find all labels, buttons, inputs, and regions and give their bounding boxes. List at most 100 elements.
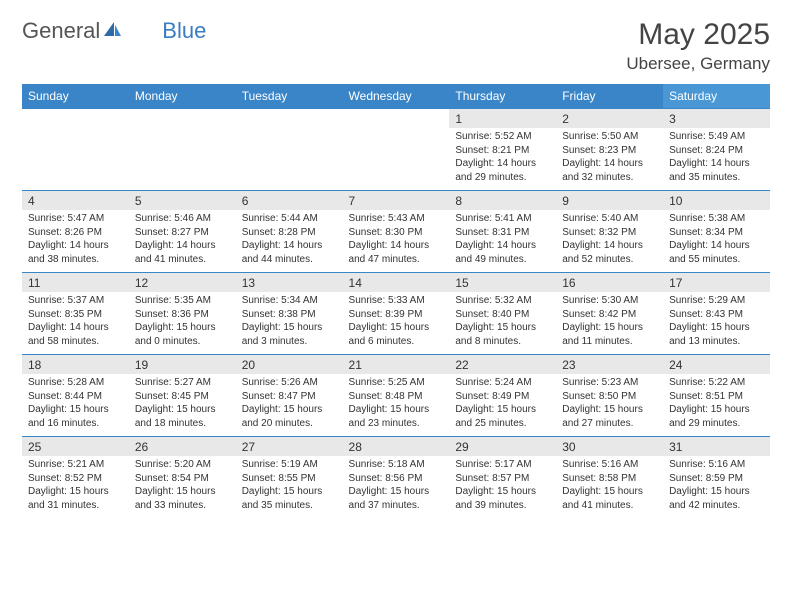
day-number: 1: [449, 109, 556, 129]
sunset-text: Sunset: 8:52 PM: [28, 473, 102, 484]
dow-wednesday: Wednesday: [343, 84, 450, 109]
day-number: 15: [449, 273, 556, 293]
week-number-row: 123: [22, 109, 770, 129]
day-cell: Sunrise: 5:34 AMSunset: 8:38 PMDaylight:…: [236, 292, 343, 355]
daylight-text: Daylight: 15 hours and 35 minutes.: [242, 486, 323, 511]
sunrise-text: Sunrise: 5:16 AM: [669, 459, 745, 470]
week-data-row: Sunrise: 5:21 AM Sunset: 8:52 PM Daylight:…: [22, 456, 770, 518]
sunrise-text: Sunrise: 5:19 AM: [242, 459, 318, 470]
day-cell: Sunrise: 5:43 AMSunset: 8:30 PMDaylight:…: [343, 210, 450, 273]
title-block: May 2025 Ubersee, Germany: [626, 18, 770, 74]
day-cell-empty: [22, 128, 129, 191]
week-data-row: Sunrise: 5:28 AMSunset: 8:44 PMDaylight:…: [22, 374, 770, 437]
sunset-text: Sunset: 8:50 PM: [562, 391, 636, 402]
day-number: 16: [556, 273, 663, 293]
day-cell: Sunrise: 5:26 AMSunset: 8:47 PMDaylight:…: [236, 374, 343, 437]
daylight-text: Daylight: 14 hours and 52 minutes.: [562, 240, 643, 265]
day-cell: Sunrise: 5:18 AMSunset: 8:56 PMDaylight:…: [343, 456, 450, 518]
daylight-text: Daylight: 15 hours and 33 minutes.: [135, 486, 216, 511]
day-cell: Sunrise: 5:28 AMSunset: 8:44 PMDaylight:…: [22, 374, 129, 437]
day-number: 30: [556, 437, 663, 457]
sunset-text: Sunset: 8:57 PM: [455, 473, 529, 484]
day-cell: Sunrise: 5:30 AMSunset: 8:42 PMDaylight:…: [556, 292, 663, 355]
sunrise-text: Sunrise: 5:37 AM: [28, 295, 104, 306]
daylight-text: Daylight: 15 hours and 23 minutes.: [349, 404, 430, 429]
sunset-text: Sunset: 8:26 PM: [28, 227, 102, 238]
sunrise-text: Sunrise: 5:49 AM: [669, 131, 745, 142]
sunrise-text: Sunrise: 5:44 AM: [242, 213, 318, 224]
sunrise-text: Sunrise: 5:52 AM: [455, 131, 531, 142]
day-cell: Sunrise: 5:23 AMSunset: 8:50 PMDaylight:…: [556, 374, 663, 437]
week-data-row: Sunrise: 5:47 AM Sunset: 8:26 PM Daylight:…: [22, 210, 770, 273]
day-cell: Sunrise: 5:19 AM Sunset: 8:55 PM Daylight:…: [236, 456, 343, 518]
sunset-text: Sunset: 8:40 PM: [455, 309, 529, 320]
sunset-text: Sunset: 8:54 PM: [135, 473, 209, 484]
daylight-text: Daylight: 14 hours and 29 minutes.: [455, 158, 536, 183]
day-number: 19: [129, 355, 236, 375]
daylight-text: Daylight: 14 hours and 47 minutes.: [349, 240, 430, 265]
day-number: 18: [22, 355, 129, 375]
sunset-text: Sunset: 8:42 PM: [562, 309, 636, 320]
sunset-text: Sunset: 8:49 PM: [455, 391, 529, 402]
daylight-text: Daylight: 14 hours and 55 minutes.: [669, 240, 750, 265]
day-cell: Sunrise: 5:50 AMSunset: 8:23 PMDaylight:…: [556, 128, 663, 191]
day-cell: Sunrise: 5:41 AMSunset: 8:31 PMDaylight:…: [449, 210, 556, 273]
daylight-text: Daylight: 14 hours and 58 minutes.: [28, 322, 109, 347]
day-cell-empty: [343, 128, 450, 191]
sunrise-text: Sunrise: 5:18 AM: [349, 459, 425, 470]
calendar-body: 123Sunrise: 5:52 AMSunset: 8:21 PMDaylig…: [22, 109, 770, 519]
daylight-text: Daylight: 15 hours and 16 minutes.: [28, 404, 109, 429]
sunset-text: Sunset: 8:31 PM: [455, 227, 529, 238]
sail-icon: [102, 18, 122, 44]
daylight-text: Daylight: 15 hours and 18 minutes.: [135, 404, 216, 429]
sunrise-text: Sunrise: 5:43 AM: [349, 213, 425, 224]
dow-sunday: Sunday: [22, 84, 129, 109]
sunrise-text: Sunrise: 5:38 AM: [669, 213, 745, 224]
day-cell: Sunrise: 5:16 AMSunset: 8:58 PMDaylight:…: [556, 456, 663, 518]
sunset-text: Sunset: 8:59 PM: [669, 473, 743, 484]
sunrise-text: Sunrise: 5:34 AM: [242, 295, 318, 306]
day-cell: Sunrise: 5:29 AMSunset: 8:43 PMDaylight:…: [663, 292, 770, 355]
day-cell: Sunrise: 5:21 AMSunset: 8:52 PMDaylight:…: [22, 456, 129, 518]
day-number: 9: [556, 191, 663, 211]
day-number: 11: [22, 273, 129, 293]
day-cell: Sunrise: 5:52 AMSunset: 8:21 PMDaylight:…: [449, 128, 556, 191]
sunrise-text: Sunrise: 5:17 AM: [455, 459, 531, 470]
day-number: 22: [449, 355, 556, 375]
sunset-text: Sunset: 8:35 PM: [28, 309, 102, 320]
daylight-text: Daylight: 15 hours and 29 minutes.: [669, 404, 750, 429]
sunrise-text: Sunrise: 5:29 AM: [669, 295, 745, 306]
daylight-text: Daylight: 14 hours and 35 minutes.: [669, 158, 750, 183]
sunrise-text: Sunrise: 5:21 AM: [28, 459, 104, 470]
week-data-row: Sunrise: 5:37 AM Sunset: 8:35 PM Daylight:…: [22, 292, 770, 355]
sunset-text: Sunset: 8:23 PM: [562, 145, 636, 156]
day-cell: Sunrise: 5:24 AMSunset: 8:49 PMDaylight:…: [449, 374, 556, 437]
sunset-text: Sunset: 8:34 PM: [669, 227, 743, 238]
day-number: 2: [556, 109, 663, 129]
daylight-text: Daylight: 15 hours and 0 minutes.: [135, 322, 216, 347]
day-cell: Sunrise: 5:22 AMSunset: 8:51 PMDaylight:…: [663, 374, 770, 437]
brand-part1: General: [22, 18, 100, 44]
sunset-text: Sunset: 8:55 PM: [242, 473, 316, 484]
sunset-text: Sunset: 8:39 PM: [349, 309, 423, 320]
day-number-empty: [22, 109, 129, 129]
day-number: 13: [236, 273, 343, 293]
day-cell: Sunrise: 5:47 AMSunset: 8:26 PMDaylight:…: [22, 210, 129, 273]
day-cell: Sunrise: 5:35 AMSunset: 8:36 PMDaylight:…: [129, 292, 236, 355]
sunrise-text: Sunrise: 5:47 AM: [28, 213, 104, 224]
day-number: 20: [236, 355, 343, 375]
day-cell: Sunrise: 5:20 AMSunset: 8:54 PMDaylight:…: [129, 456, 236, 518]
sunset-text: Sunset: 8:32 PM: [562, 227, 636, 238]
day-number: 21: [343, 355, 450, 375]
sunrise-text: Sunrise: 5:30 AM: [562, 295, 638, 306]
day-number: 12: [129, 273, 236, 293]
sunrise-text: Sunrise: 5:46 AM: [135, 213, 211, 224]
sunset-text: Sunset: 8:48 PM: [349, 391, 423, 402]
sunset-text: Sunset: 8:24 PM: [669, 145, 743, 156]
day-cell: Sunrise: 5:25 AMSunset: 8:48 PMDaylight:…: [343, 374, 450, 437]
daylight-text: Daylight: 15 hours and 27 minutes.: [562, 404, 643, 429]
day-number-empty: [129, 109, 236, 129]
day-number: 26: [129, 437, 236, 457]
day-number: 6: [236, 191, 343, 211]
daylight-text: Daylight: 15 hours and 42 minutes.: [669, 486, 750, 511]
